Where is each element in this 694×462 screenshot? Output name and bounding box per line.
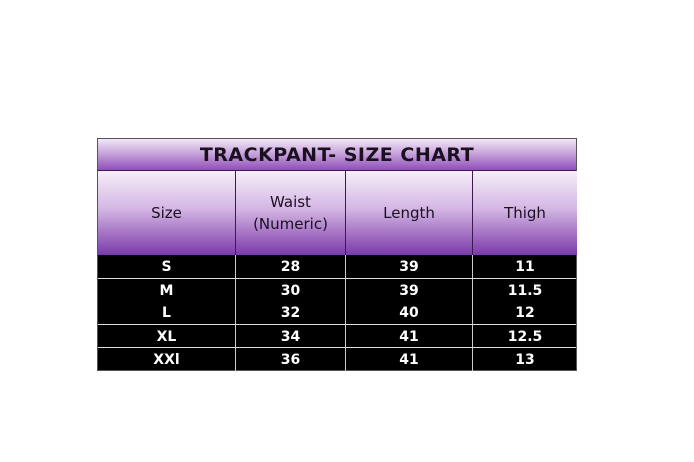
cell-length: 39 [346, 279, 473, 302]
cell-length: 40 [346, 301, 473, 324]
size-chart-table: TRACKPANT- SIZE CHART Size Waist (Numeric… [97, 138, 577, 371]
cell-waist: 34 [236, 325, 346, 348]
header-length: Length [346, 171, 473, 255]
cell-size: XL [98, 325, 236, 348]
cell-length: 41 [346, 348, 473, 371]
cell-thigh: 12.5 [507, 328, 543, 345]
table-row: XL 34 41 12.5 [98, 324, 576, 348]
cell-size: M [98, 279, 236, 302]
cell-waist: 28 [236, 255, 346, 278]
cell-size: L [98, 301, 236, 324]
table-row: S 28 39 11 [98, 255, 576, 278]
cell-size: S [98, 255, 236, 278]
cell-waist: 36 [236, 348, 346, 371]
table-row: L 32 40 12 [98, 301, 576, 324]
table-row: M 30 39 11.5 [98, 278, 576, 302]
header-thigh: Thigh [473, 171, 577, 255]
cell-size: XXl [98, 348, 236, 371]
cell-waist: 30 [236, 279, 346, 302]
header-waist-line2: (Numeric) [253, 215, 328, 233]
table-title: TRACKPANT- SIZE CHART [98, 139, 576, 171]
table-row: XXl 36 41 13 [98, 347, 576, 371]
cell-thigh: 11 [515, 258, 535, 275]
header-waist: Waist (Numeric) [236, 171, 346, 255]
cell-thigh: 11.5 [507, 282, 543, 299]
cell-length: 41 [346, 325, 473, 348]
header-waist-line1: Waist [270, 193, 311, 211]
cell-thigh: 12 [515, 304, 535, 321]
cell-waist: 32 [236, 301, 346, 324]
cell-length: 39 [346, 255, 473, 278]
cell-thigh: 13 [515, 351, 535, 368]
header-size: Size [98, 171, 236, 255]
